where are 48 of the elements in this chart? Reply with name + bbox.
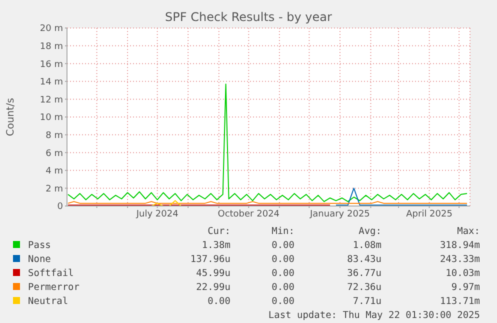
x-tick-label: July 2024 — [135, 209, 179, 220]
text: 318.94m — [438, 239, 481, 253]
y-tick-label: 16 m — [40, 60, 63, 70]
text: 137.96u — [189, 253, 232, 267]
text: Min: — [270, 225, 296, 239]
text: 7.71u — [352, 295, 382, 309]
y-tick-label: 20 m — [40, 24, 63, 34]
text: 1.38m — [200, 239, 232, 253]
text: 72.36u — [346, 281, 382, 295]
y-axis-title: Count/s — [6, 98, 17, 136]
text: Max: — [456, 225, 481, 239]
text: 0.00 — [270, 239, 296, 253]
text: Last update: Thu May 22 01:30:00 2025 — [267, 309, 481, 323]
text: 113.71m — [438, 295, 481, 309]
y-tick-label: 10 m — [40, 113, 63, 124]
text: 0.00 — [270, 267, 296, 281]
legend-label: Neutral — [27, 295, 70, 309]
chart-title: SPF Check Results - by year — [164, 10, 333, 24]
y-tick-label: 18 m — [40, 42, 63, 52]
text: 83.43u — [346, 253, 382, 267]
text: 10.03m — [444, 267, 481, 281]
x-tick-label: October 2024 — [218, 209, 280, 220]
text: 0.00 — [270, 253, 296, 267]
legend-label: None — [27, 253, 52, 267]
y-tick-label: 8 m — [46, 130, 63, 141]
text: 1.08m — [352, 239, 382, 253]
y-tick-label: 4 m — [46, 166, 63, 177]
text: 0.00 — [270, 281, 296, 295]
y-tick-label: 12 m — [40, 95, 63, 106]
x-tick-label: January 2025 — [309, 209, 370, 220]
y-tick-label: 14 m — [40, 78, 63, 88]
legend-label: Pass — [27, 239, 52, 253]
text: Avg: — [358, 225, 382, 239]
text: 9.97m — [450, 281, 481, 295]
text: 36.77u — [346, 267, 382, 281]
y-tick-label: 2 m — [46, 184, 63, 194]
line-series — [67, 84, 468, 202]
text: 45.99u — [195, 267, 232, 281]
text: Cur: — [206, 225, 232, 239]
legend-label: Permerror — [27, 281, 80, 295]
text: 243.33m — [438, 253, 481, 267]
text: 0.00 — [206, 295, 232, 309]
text: 0.00 — [270, 295, 296, 309]
x-tick-label: April 2025 — [406, 209, 452, 220]
legend-label: Softfail — [27, 267, 75, 281]
text: 22.99u — [195, 281, 232, 295]
y-tick-label: 0 — [57, 202, 64, 212]
y-tick-label: 6 m — [46, 148, 63, 159]
